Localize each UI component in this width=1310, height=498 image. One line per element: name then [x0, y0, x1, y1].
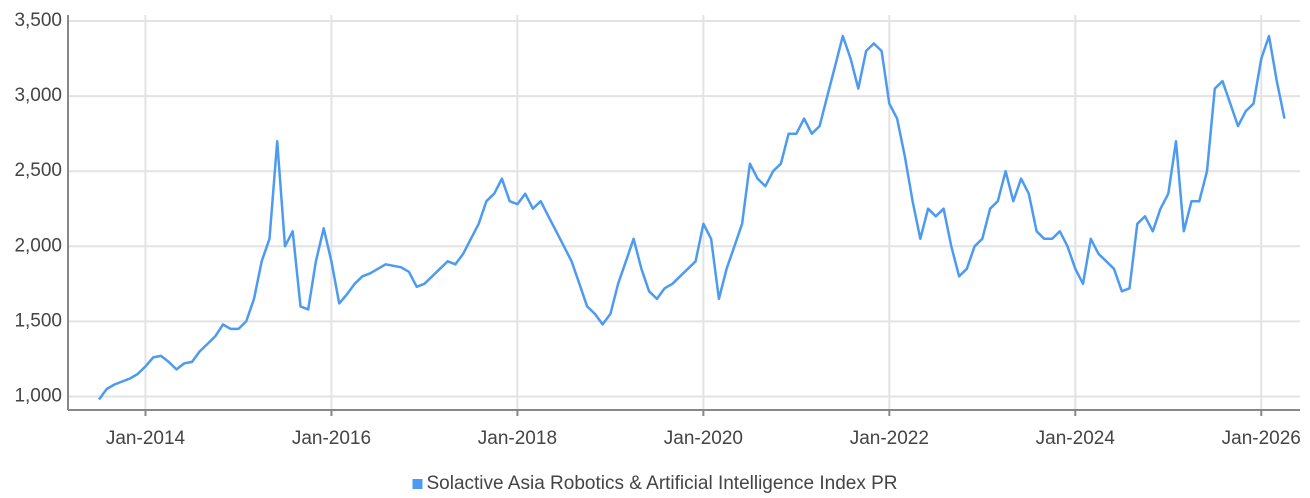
y-tick-label: 1,500: [14, 310, 62, 331]
x-tick-label: Jan-2018: [478, 428, 557, 449]
legend-swatch: [412, 479, 423, 489]
x-tick-label: Jan-2026: [1222, 428, 1301, 449]
x-tick-label: Jan-2014: [106, 428, 186, 449]
x-tick-label: Jan-2024: [1036, 428, 1116, 449]
x-tick-label: Jan-2020: [664, 428, 743, 449]
legend-label: Solactive Asia Robotics & Artificial Int…: [426, 473, 897, 494]
y-tick-label: 1,000: [14, 385, 62, 406]
y-tick-label: 3,500: [14, 10, 62, 31]
y-tick-label: 2,000: [14, 235, 62, 256]
line: [97, 34, 1286, 401]
y-tick-label: 2,500: [14, 160, 62, 181]
x-tick-label: Jan-2022: [850, 428, 929, 449]
x-tick-label: Jan-2016: [292, 428, 371, 449]
y-tick-label: 3,000: [14, 85, 62, 106]
